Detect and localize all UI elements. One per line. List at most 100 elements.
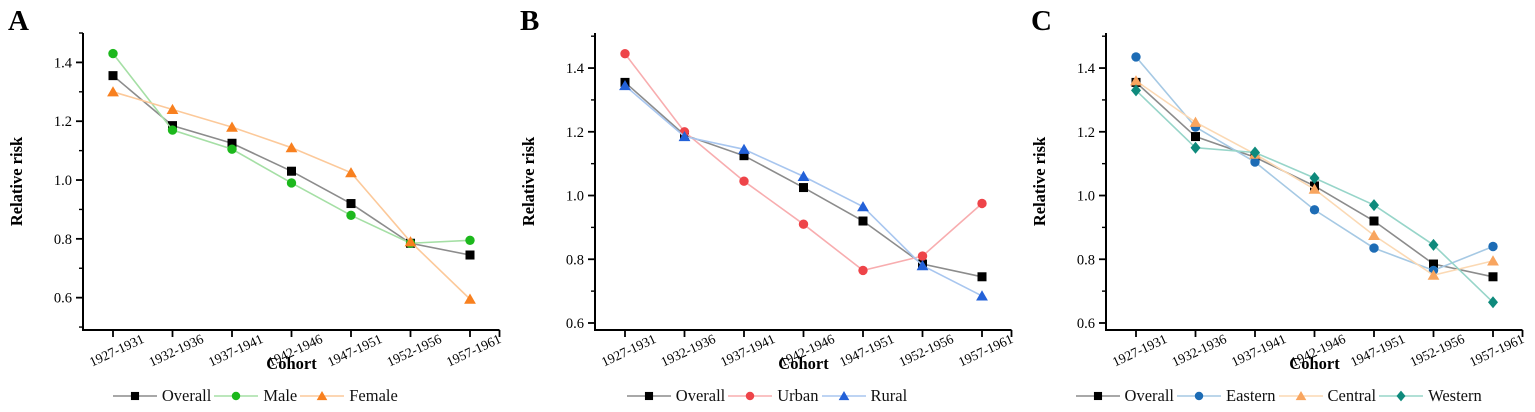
legend-item-eastern: Eastern — [1176, 386, 1277, 406]
legend-item-female: Female — [299, 386, 400, 406]
data-point — [1130, 75, 1143, 86]
legend-key-circle-icon — [728, 391, 773, 401]
data-point — [1131, 84, 1142, 97]
y-tick-label: 0.6 — [1077, 316, 1095, 332]
legend-item-overall: Overall — [626, 386, 727, 406]
data-point — [464, 293, 476, 304]
legend-label: Overall — [161, 386, 212, 405]
legend-key-marker — [644, 391, 653, 401]
data-point — [226, 121, 238, 132]
series-line-western — [1135, 89, 1494, 303]
x-tick-label: 1957-1961 — [1467, 331, 1526, 369]
legend-label: Female — [349, 386, 398, 405]
data-point — [1369, 199, 1380, 212]
legend-label: Western — [1428, 386, 1482, 405]
x-tick-label: 1932-1936 — [658, 331, 718, 369]
data-point — [1131, 52, 1142, 62]
panel-c-legend: Overall Eastern Central Western — [1023, 382, 1535, 410]
legend-key-triangle-icon — [300, 390, 345, 401]
x-tick-label: 1937-1941 — [1229, 331, 1288, 369]
y-tick-label: 0.8 — [54, 232, 72, 248]
x-tick-label: 1927-1931 — [599, 331, 658, 369]
legend-key-square-icon — [626, 391, 671, 401]
data-point — [465, 235, 475, 246]
y-tick-label: 0.6 — [54, 291, 72, 307]
panel-a-legend: Overall Male Female — [0, 382, 512, 410]
y-axis-title: Relative risk — [1030, 136, 1049, 226]
series-markers-urban — [619, 49, 987, 276]
data-point — [287, 166, 296, 176]
data-point — [977, 272, 987, 282]
legend-key-marker — [316, 390, 328, 401]
y-tick-label: 1.4 — [54, 55, 73, 71]
x-tick-label: 1952-1956 — [896, 331, 956, 369]
data-point — [465, 250, 475, 260]
panel-label: C — [1031, 5, 1052, 37]
x-tick-label: 1932-1936 — [146, 331, 206, 369]
x-tick-label: 1937-1941 — [718, 331, 777, 369]
data-point — [166, 103, 179, 115]
legend-label: Rural — [870, 386, 908, 405]
legend-label: Eastern — [1226, 386, 1276, 405]
data-point — [1310, 205, 1320, 215]
legend-item-overall: Overall — [1075, 386, 1176, 406]
legend-item-male: Male — [213, 386, 299, 406]
x-tick-label: 1947-1951 — [1348, 331, 1407, 369]
data-point — [797, 170, 810, 182]
data-point — [916, 260, 929, 271]
data-point — [798, 183, 808, 193]
data-point — [856, 201, 869, 212]
y-tick-label: 0.6 — [566, 316, 584, 332]
data-point — [1369, 216, 1379, 226]
legend-key-marker — [232, 391, 241, 401]
y-tick-label: 1.0 — [566, 189, 584, 205]
data-point — [285, 142, 298, 153]
data-point — [346, 210, 356, 221]
data-point — [975, 290, 988, 301]
legend-label: Urban — [777, 386, 819, 405]
y-axis-title: Relative risk — [519, 136, 538, 226]
data-point — [404, 236, 417, 247]
legend-key-marker — [1295, 390, 1306, 401]
legend-key-square-icon — [1075, 391, 1120, 401]
data-point — [345, 167, 357, 178]
panel-a-chart: A 0.6 0.8 1.0 1.2 1.4 1927-1931 1932-1936 1937-1… — [7, 5, 503, 373]
series-markers-central — [1130, 75, 1500, 280]
legend-key-marker — [130, 391, 139, 401]
x-tick-label: 1957-1961 — [444, 331, 503, 369]
data-point — [738, 176, 749, 186]
data-point — [1428, 238, 1439, 251]
data-point — [346, 199, 356, 209]
panel-c-chart: C 0.6 0.8 1.0 1.2 1.4 1927-1931 1932-1936 1937-1… — [1030, 5, 1526, 373]
series-markers-female — [107, 86, 476, 304]
data-point — [1309, 171, 1320, 184]
legend-item-overall: Overall — [112, 386, 213, 406]
legend-label: Overall — [675, 386, 726, 405]
y-tick-label: 1.4 — [1077, 61, 1096, 77]
series-markers-eastern — [1131, 52, 1499, 276]
data-point — [1488, 241, 1499, 252]
data-point — [618, 79, 631, 91]
y-tick-label: 1.0 — [54, 173, 72, 189]
data-point — [1250, 146, 1261, 159]
data-point — [107, 86, 119, 97]
legend-key-marker — [746, 391, 755, 401]
legend-item-urban: Urban — [727, 386, 820, 406]
data-point — [1368, 229, 1381, 240]
x-axis-title: Cohort — [1290, 354, 1341, 373]
legend-label: Overall — [1124, 386, 1175, 405]
legend-key-square-icon — [112, 391, 157, 401]
data-point — [1487, 255, 1500, 266]
y-tick-label: 0.8 — [1077, 252, 1095, 268]
x-tick-label: 1937-1941 — [206, 331, 265, 369]
data-point — [678, 130, 691, 142]
legend-key-triangle-icon — [821, 390, 866, 401]
panel-label: A — [8, 5, 29, 37]
series-markers-rural — [618, 79, 988, 301]
data-point — [1189, 116, 1202, 127]
legend-label: Male — [263, 386, 298, 405]
data-point — [1308, 183, 1321, 194]
x-axis-title: Cohort — [266, 354, 317, 373]
y-tick-label: 1.0 — [1077, 189, 1095, 205]
x-tick-label: 1952-1956 — [384, 331, 444, 369]
